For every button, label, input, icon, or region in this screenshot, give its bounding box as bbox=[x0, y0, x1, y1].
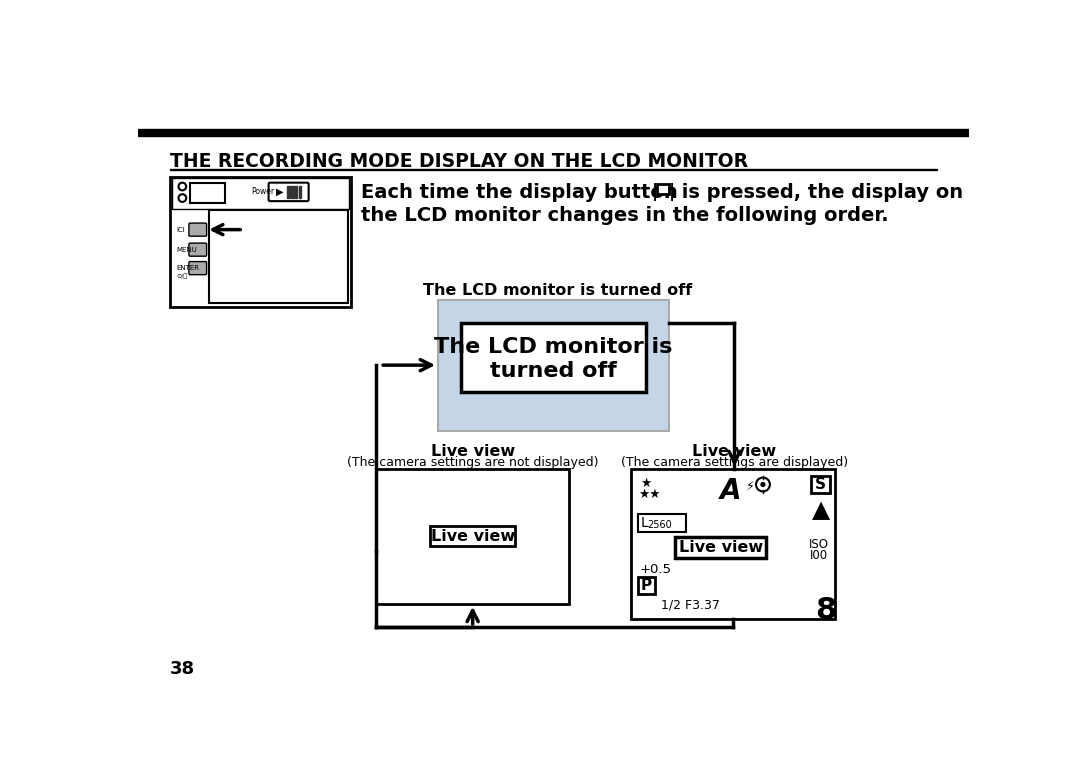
Bar bbox=[291, 186, 294, 198]
Text: L: L bbox=[640, 516, 648, 530]
Text: +0.5: +0.5 bbox=[639, 563, 672, 576]
Bar bbox=[675, 537, 766, 558]
Bar bbox=[438, 300, 669, 431]
FancyBboxPatch shape bbox=[189, 262, 206, 275]
Text: THE RECORDING MODE DISPLAY ON THE LCD MONITOR: THE RECORDING MODE DISPLAY ON THE LCD MO… bbox=[170, 152, 748, 171]
FancyBboxPatch shape bbox=[189, 243, 206, 256]
Bar bbox=[430, 526, 515, 546]
Text: P: P bbox=[642, 578, 652, 593]
Text: ISO: ISO bbox=[809, 539, 828, 552]
Text: Live view: Live view bbox=[431, 444, 515, 460]
Text: ★★: ★★ bbox=[638, 488, 661, 501]
Text: ⊙/⎙: ⊙/⎙ bbox=[176, 274, 187, 279]
Text: S: S bbox=[815, 477, 826, 492]
Text: The LCD monitor is turned off: The LCD monitor is turned off bbox=[422, 283, 692, 298]
FancyBboxPatch shape bbox=[269, 183, 309, 201]
Bar bbox=[170, 169, 937, 170]
Text: ICI: ICI bbox=[176, 226, 185, 233]
Text: is pressed, the display on: is pressed, the display on bbox=[675, 183, 963, 202]
Text: I00: I00 bbox=[810, 549, 828, 562]
Text: 8: 8 bbox=[814, 596, 836, 625]
Bar bbox=[631, 469, 835, 619]
Text: ★: ★ bbox=[639, 477, 651, 490]
Bar bbox=[811, 476, 829, 493]
Text: ⚡: ⚡ bbox=[745, 480, 754, 493]
Bar bbox=[287, 186, 289, 198]
Bar bbox=[638, 577, 656, 594]
Text: Live view: Live view bbox=[431, 529, 515, 544]
Bar bbox=[461, 323, 646, 392]
Bar bbox=[190, 183, 225, 203]
Bar bbox=[208, 210, 348, 303]
Text: MENU: MENU bbox=[176, 246, 197, 252]
Bar bbox=[657, 184, 669, 194]
Bar bbox=[638, 514, 686, 532]
Text: A: A bbox=[720, 477, 741, 505]
Circle shape bbox=[761, 483, 765, 487]
Text: Live view: Live view bbox=[678, 540, 762, 555]
Bar bbox=[138, 129, 970, 136]
Text: ▲: ▲ bbox=[812, 498, 829, 522]
Text: Each time the display button: Each time the display button bbox=[361, 183, 678, 202]
Text: (The camera settings are not displayed): (The camera settings are not displayed) bbox=[347, 456, 598, 469]
Bar bbox=[299, 186, 301, 198]
Text: Power: Power bbox=[251, 187, 274, 197]
Bar bbox=[377, 469, 569, 604]
Text: Live view: Live view bbox=[692, 444, 777, 460]
Bar bbox=[295, 186, 297, 198]
Text: ▶: ▶ bbox=[275, 187, 283, 197]
Text: ENTER: ENTER bbox=[176, 265, 199, 271]
Bar bbox=[170, 177, 351, 308]
Text: |: | bbox=[669, 183, 675, 200]
Text: (The camera settings are displayed): (The camera settings are displayed) bbox=[621, 456, 848, 469]
Text: 38: 38 bbox=[170, 660, 195, 678]
Text: The LCD monitor is: The LCD monitor is bbox=[434, 337, 673, 356]
Text: the LCD monitor changes in the following order.: the LCD monitor changes in the following… bbox=[361, 206, 889, 225]
Text: 2560: 2560 bbox=[647, 520, 672, 530]
Text: |: | bbox=[652, 183, 658, 200]
Bar bbox=[172, 178, 350, 209]
Text: turned off: turned off bbox=[490, 361, 617, 381]
Text: 1/2 F3.37: 1/2 F3.37 bbox=[661, 598, 720, 611]
FancyBboxPatch shape bbox=[189, 223, 206, 236]
